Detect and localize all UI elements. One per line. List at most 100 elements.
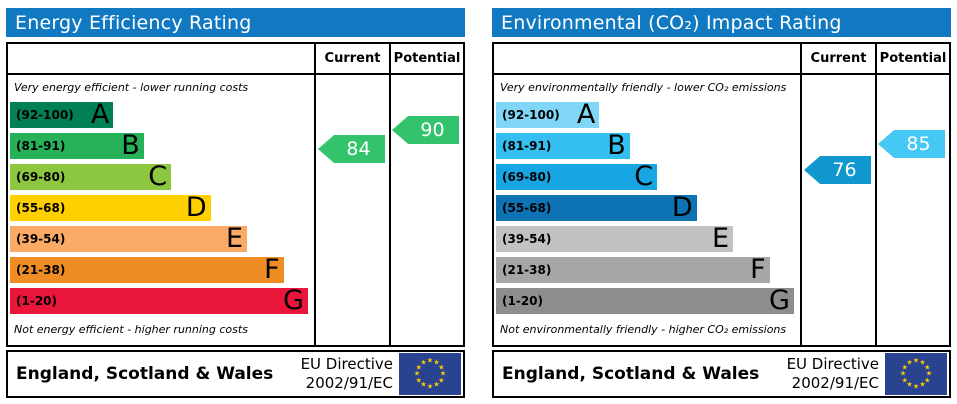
rating-band-c: (69-80) C [496,161,658,192]
footer-region-label: England, Scotland & Wales [16,364,274,384]
band-range-label: (81-91) [16,139,66,153]
band-letter: B [121,130,140,161]
band-range-label: (39-54) [502,232,552,246]
eu-star-icon: ★ [415,363,422,371]
panel-title: Environmental (CO₂) Impact Rating [501,11,842,34]
band-letter: B [607,130,626,161]
rating-table: Current Potential Very environmentally f… [492,42,951,347]
band-range-label: (21-38) [502,263,552,277]
eu-directive-line2: 2002/91/EC [791,374,879,392]
rating-band-e: (39-54) E [496,223,734,254]
rating-table: Current Potential Very energy efficient … [6,42,465,347]
rating-scale-cell: Very energy efficient - lower running co… [8,75,314,345]
eu-flag: ★ ★ ★ ★ ★ ★ ★ ★ ★ ★ ★ ★ [399,353,461,395]
band-letter: A [576,99,596,130]
band-range-label: (1-20) [502,294,543,308]
band-letter: F [264,254,280,285]
rating-band-d: (55-68) D [10,192,211,223]
panel-title-bar: Energy Efficiency Rating [6,8,465,37]
eu-star-icon: ★ [899,369,907,378]
eu-directive-line2: 2002/91/EC [305,374,393,392]
band-letter: D [185,192,207,223]
band-letter: C [634,161,654,192]
rating-band-g: (1-20) G [10,285,308,316]
band-letter: C [148,161,168,192]
rating-band-f: (21-38) F [496,254,770,285]
rating-band-a: (92-100) A [10,101,114,128]
eu-star-icon: ★ [901,363,908,371]
footer-bar: England, Scotland & Wales EU Directive 2… [492,350,951,398]
current-cell: 84 [314,75,389,345]
eu-star-icon: ★ [415,376,422,384]
band-letter: G [768,285,790,316]
eu-directive-line1: EU Directive [786,354,879,373]
band-letter: F [750,254,766,285]
eu-star-icon: ★ [433,380,440,389]
eu-star-icon: ★ [433,358,440,367]
footer-region-label: England, Scotland & Wales [502,364,760,384]
eu-flag: ★ ★ ★ ★ ★ ★ ★ ★ ★ ★ ★ ★ [885,353,947,395]
column-header-potential: Potential [875,44,949,75]
column-header-potential: Potential [389,44,463,75]
eu-star-icon: ★ [925,369,933,378]
band-range-label: (55-68) [502,201,552,215]
band-range-label: (69-80) [16,170,66,184]
band-range-label: (69-80) [502,170,552,184]
eu-star-icon: ★ [438,376,445,384]
potential-cell: 90 [389,75,463,345]
band-range-label: (81-91) [502,139,552,153]
eu-star-icon: ★ [906,358,913,367]
eu-star-icon: ★ [912,382,920,391]
eu-directive-line1: EU Directive [300,354,393,373]
band-range-label: (1-20) [16,294,57,308]
eu-star-icon: ★ [420,380,427,389]
band-letter: E [226,223,244,254]
rating-scale-cell: Very environmentally friendly - lower CO… [494,75,800,345]
eu-star-icon: ★ [906,380,913,389]
corner-cell [8,44,314,75]
band-letter: D [671,192,693,223]
rating-band-b: (81-91) B [496,130,630,161]
bottom-note: Not environmentally friendly - higher CO… [500,323,787,336]
eu-star-icon: ★ [919,358,926,367]
band-scale: (92-100) A (81-91) B (69-80) C (55-68) D (39-54)… [496,99,800,316]
environmental-impact-panel: Environmental (CO₂) Impact Rating Curren… [492,8,951,398]
band-range-label: (92-100) [502,108,560,122]
panel-title-bar: Environmental (CO₂) Impact Rating [492,8,951,37]
top-note: Very energy efficient - lower running co… [14,81,249,94]
rating-band-a: (92-100) A [496,99,600,130]
column-header-current: Current [800,44,875,75]
band-letter: E [712,223,730,254]
bottom-note: Not energy efficient - higher running co… [14,323,248,336]
footer-bar: England, Scotland & Wales EU Directive 2… [6,350,465,398]
potential-rating-arrow: 90 [392,116,459,144]
current-rating-arrow: 84 [318,135,385,163]
eu-star-icon: ★ [420,358,427,367]
rating-band-b: (81-91) B [10,130,144,161]
band-range-label: (39-54) [16,232,66,246]
eu-star-icon: ★ [426,382,434,391]
rating-band-g: (1-20) G [496,285,794,316]
potential-rating-arrow: 85 [878,130,945,158]
eu-star-icon: ★ [901,376,908,384]
band-scale: (92-100) A (81-91) B (69-80) C (55-68) D (39-54)… [10,101,314,316]
eu-star-icon: ★ [438,363,445,371]
band-range-label: (21-38) [16,263,66,277]
potential-cell: 85 [875,75,949,345]
column-header-current: Current [314,44,389,75]
energy-efficiency-panel: Energy Efficiency Rating Current Potenti… [6,8,465,398]
band-letter: G [282,285,304,316]
top-note: Very environmentally friendly - lower CO… [500,81,787,94]
panel-title: Energy Efficiency Rating [15,11,252,34]
current-rating-arrow: 76 [804,156,871,184]
eu-star-icon: ★ [912,356,920,365]
eu-directive-label: EU Directive 2002/91/EC [301,355,399,394]
band-range-label: (55-68) [16,201,66,215]
rating-band-c: (69-80) C [10,161,172,192]
band-range-label: (92-100) [16,108,74,122]
eu-star-icon: ★ [919,380,926,389]
eu-star-icon: ★ [413,369,421,378]
eu-directive-label: EU Directive 2002/91/EC [787,355,885,394]
eu-star-icon: ★ [924,376,931,384]
rating-band-d: (55-68) D [496,192,697,223]
